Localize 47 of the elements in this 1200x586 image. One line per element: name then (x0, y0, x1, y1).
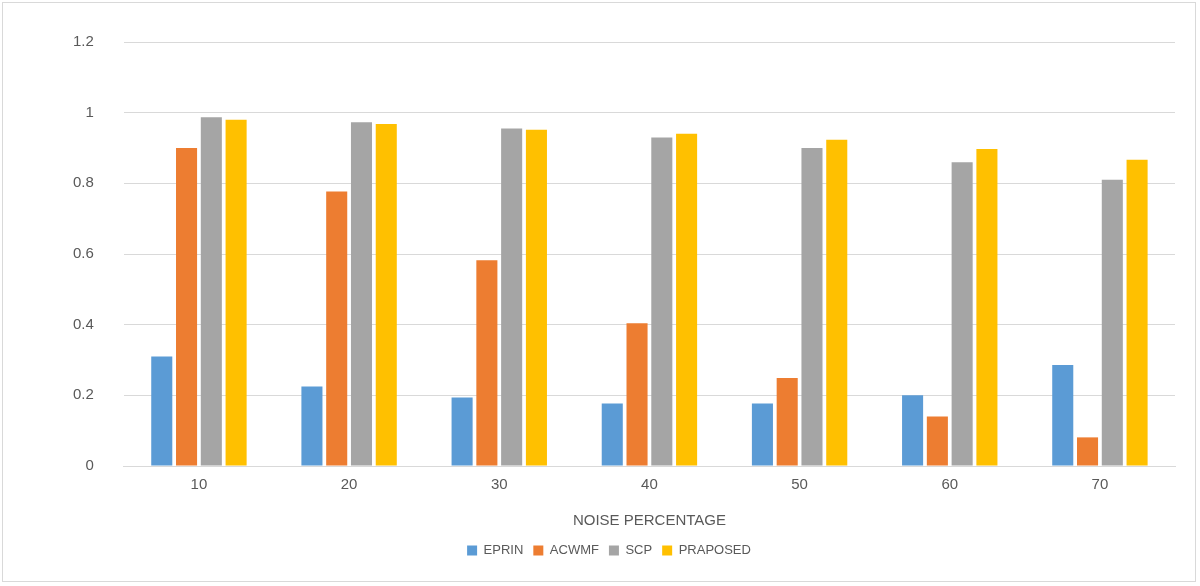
x-axis-title: NOISE PERCENTAGE (572, 511, 726, 529)
bar (826, 139, 848, 466)
bar (801, 148, 823, 466)
y-tick-label: 1.2 (72, 32, 94, 50)
bar (751, 403, 773, 466)
bar (926, 416, 948, 466)
x-tick-label: 40 (641, 475, 658, 493)
bar (601, 403, 623, 466)
y-tick-label: 0 (85, 456, 94, 474)
bar (200, 117, 222, 466)
bar (651, 137, 673, 466)
y-tick-label: 0.6 (72, 244, 94, 262)
bar (176, 148, 198, 466)
x-tick-label: 70 (1091, 475, 1109, 493)
bar (976, 149, 998, 466)
bar (151, 356, 173, 466)
legend-label: EPRIN (483, 542, 524, 558)
y-tick-label: 0.2 (72, 385, 94, 403)
legend-label: SCP (625, 542, 653, 558)
bar (225, 119, 247, 466)
y-tick-label: 0.8 (72, 173, 94, 191)
bar (776, 378, 798, 466)
bar (1101, 179, 1123, 466)
bar (501, 128, 523, 466)
legend-label: ACWMF (549, 542, 599, 558)
bar (301, 386, 323, 466)
bar (626, 323, 648, 466)
bar (676, 133, 698, 466)
x-tick-label: 50 (791, 475, 808, 493)
legend-label: PRAPOSED (678, 542, 751, 558)
bar (902, 395, 924, 466)
bar (326, 191, 348, 466)
y-tick-label: 0.4 (72, 314, 94, 332)
bar (951, 162, 973, 466)
bar (1126, 159, 1148, 466)
x-tick-label: 60 (941, 475, 959, 493)
bar (1052, 364, 1074, 466)
y-tick-label: 1 (85, 102, 94, 120)
x-tick-label: 30 (490, 475, 508, 493)
bar (525, 129, 547, 466)
bar (1077, 437, 1099, 466)
x-tick-label: 10 (190, 475, 208, 493)
bar (451, 397, 473, 466)
bar (350, 122, 373, 466)
x-tick-label: 20 (340, 475, 358, 493)
bar (476, 260, 498, 466)
bar (375, 123, 397, 466)
